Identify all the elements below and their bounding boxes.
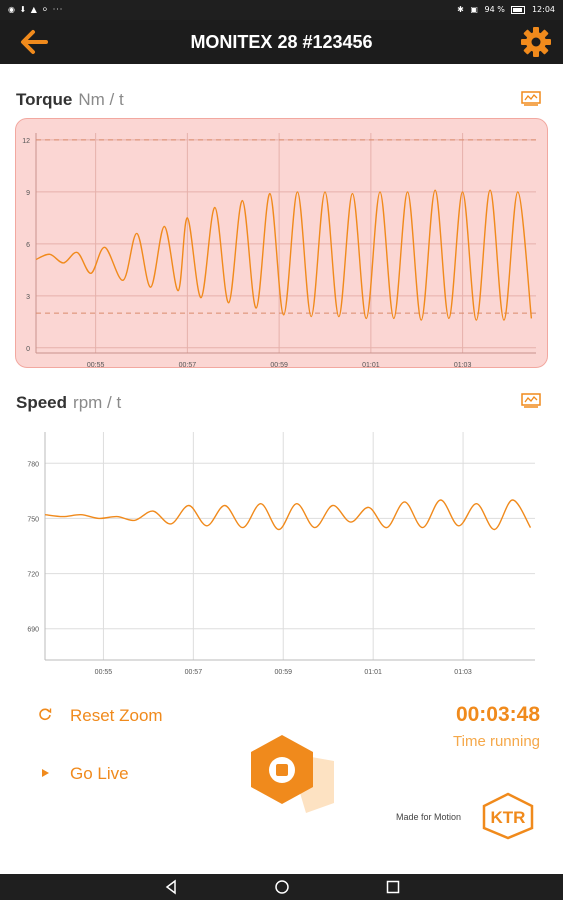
reset-zoom-label: Reset Zoom	[70, 706, 163, 725]
torque-label: Torque	[16, 90, 73, 109]
time-running-value: 00:03:48	[455, 703, 540, 726]
go-live-button[interactable]: Go Live	[36, 764, 129, 784]
x-tick-label: 01:01	[362, 362, 380, 369]
torque-header: Torque Nm / t	[16, 90, 124, 110]
settings-button[interactable]	[519, 25, 553, 59]
play-icon	[36, 767, 54, 782]
torque-unit: Nm / t	[78, 90, 124, 109]
speed-header: Speed rpm / t	[16, 393, 121, 413]
torque-chart-svg: 0 3 6 9 12 00:55 00:57 00:59 01:01 01:03	[22, 133, 536, 369]
speed-label: Speed	[16, 393, 68, 412]
battery-icon	[511, 5, 526, 14]
series-line	[44, 499, 532, 531]
chart-export-icon[interactable]	[521, 91, 541, 106]
gear-icon	[521, 27, 551, 57]
speed-unit: rpm / t	[73, 393, 122, 412]
y-tick-label: 750	[27, 516, 39, 523]
y-tick-label: 690	[27, 627, 39, 634]
bluetooth-icon: ✱	[457, 5, 464, 14]
system-nav-bar	[0, 874, 563, 900]
time-running-label: Time running	[453, 733, 540, 750]
x-tick-label: 00:55	[87, 362, 105, 369]
y-tick-label: 6	[26, 242, 30, 249]
signal-icon: ▣	[470, 5, 478, 14]
go-live-label: Go Live	[70, 764, 129, 783]
y-tick-label: 12	[22, 138, 30, 145]
y-tick-label: 720	[27, 572, 39, 579]
page-title: MONITEX 28 #123456	[190, 32, 373, 52]
app-bar: MONITEX 28 #123456	[0, 20, 563, 64]
status-right-group: ✱ ▣ 94 % 12:04	[453, 5, 555, 14]
y-tick-label: 9	[26, 190, 30, 197]
stop-button[interactable]	[248, 733, 340, 815]
speed-chart[interactable]: 690 720 750 780 00:55 00:57 00:59 01:01 01:03	[15, 420, 548, 680]
nav-recents-icon[interactable]	[385, 879, 401, 895]
status-bar: ◉ ⬇ ▲ ⚪ ··· ✱ ▣ 94 % 12:04	[0, 0, 563, 20]
torque-chart[interactable]: 0 3 6 9 12 00:55 00:57 00:59 01:01 01:03	[15, 118, 548, 369]
status-time: 12:04	[531, 5, 555, 14]
battery-text: 94 %	[484, 5, 505, 14]
nav-home-icon[interactable]	[274, 879, 290, 895]
status-notification-icons: ◉ ⬇ ▲ ⚪ ···	[8, 5, 64, 14]
y-tick-label: 3	[26, 294, 30, 301]
x-tick-label: 00:59	[274, 669, 292, 676]
series-line	[35, 189, 533, 321]
x-tick-label: 00:57	[185, 669, 203, 676]
x-tick-label: 01:03	[454, 362, 472, 369]
x-tick-label: 01:03	[454, 669, 472, 676]
ktr-logo-text: KTR	[491, 808, 526, 827]
refresh-icon	[36, 707, 54, 724]
back-button[interactable]	[16, 26, 52, 58]
arrow-left-icon	[21, 30, 48, 54]
nav-back-icon[interactable]	[163, 879, 179, 895]
y-tick-label: 780	[27, 461, 39, 468]
chart-export-icon[interactable]	[521, 393, 541, 408]
x-tick-label: 01:01	[364, 669, 382, 676]
x-tick-label: 00:59	[270, 362, 288, 369]
y-tick-label: 0	[26, 346, 30, 353]
brand-tagline: Made for Motion	[396, 812, 462, 822]
speed-chart-svg: 690 720 750 780 00:55 00:57 00:59 01:01 01:03	[27, 432, 535, 676]
x-tick-label: 00:55	[95, 669, 113, 676]
x-tick-label: 00:57	[179, 362, 197, 369]
reset-zoom-button[interactable]: Reset Zoom	[36, 706, 163, 726]
stop-icon	[251, 735, 334, 813]
ktr-logo: KTR	[480, 792, 536, 840]
